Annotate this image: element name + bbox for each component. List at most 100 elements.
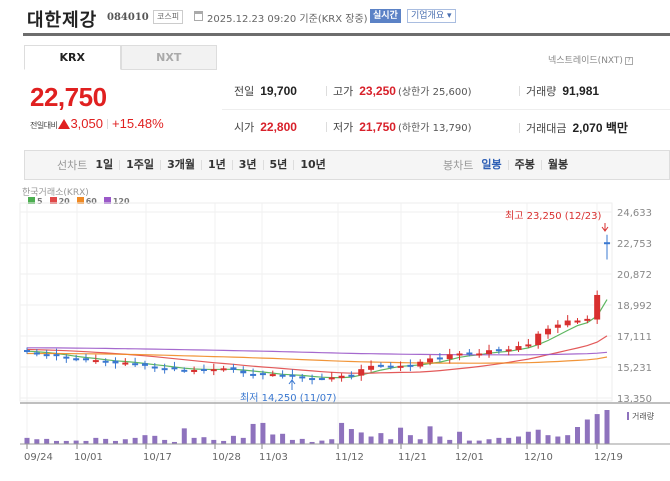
change-amount: 3,050 xyxy=(70,116,103,131)
help-icon[interactable]: ? xyxy=(624,56,633,65)
line-chart-label: 선차트 xyxy=(57,159,88,172)
legend-ma20: 20 xyxy=(49,197,70,206)
stat-value: 22,800 xyxy=(260,120,297,134)
candle-chart-label: 봉차트 xyxy=(443,159,474,172)
svg-text:15,231: 15,231 xyxy=(617,363,652,374)
chart-grid xyxy=(19,202,613,444)
stock-chart: 한국거래소(KRX) 5 20 60 120 24,633 22,753 20,87… xyxy=(0,180,670,481)
price-change: 전일대비 3,050 +15.48% xyxy=(30,116,164,131)
svg-text:12/10: 12/10 xyxy=(524,452,553,463)
stat-value: 19,700 xyxy=(260,84,297,98)
period-5y[interactable]: 5년 xyxy=(262,159,294,170)
period-3y[interactable]: 3년 xyxy=(231,159,263,170)
stat-value: 2,070 백만 xyxy=(572,121,628,135)
stats-row: 전일 19,700 고가 23,250 (상한가 25,600) 거래량 91,981 xyxy=(222,74,670,110)
svg-text:12/19: 12/19 xyxy=(594,452,623,463)
period-3m[interactable]: 3개월 xyxy=(160,159,201,170)
chart-source: 한국거래소(KRX) xyxy=(22,188,89,198)
stat-value: 21,750 xyxy=(359,120,396,134)
svg-text:09/24: 09/24 xyxy=(24,452,53,463)
chart-toolbar: 선차트 1일 1주일 3개월 1년 3년 5년 10년 봉차트 일봉 주봉 월봉 xyxy=(24,150,670,180)
stat-open: 시가 22,800 xyxy=(234,119,297,135)
svg-text:10/17: 10/17 xyxy=(143,452,172,463)
lower-limit: (하한가 13,790) xyxy=(397,123,472,134)
chart-axes: 24,633 22,753 20,872 18,992 17,111 15,231 13,3… xyxy=(20,208,670,463)
period-1y[interactable]: 1년 xyxy=(200,159,232,170)
legend-swatch xyxy=(103,197,111,204)
moving-average-lines xyxy=(26,299,608,379)
stock-code: 084010 xyxy=(107,12,149,23)
stat-high: 고가 23,250 (상한가 25,600) xyxy=(326,83,472,99)
svg-text:13,350: 13,350 xyxy=(617,394,652,405)
up-triangle-icon xyxy=(58,119,71,129)
stat-label: 거래대금 xyxy=(526,122,567,135)
realtime-button[interactable]: 실시간 xyxy=(370,9,401,23)
divider xyxy=(519,123,520,133)
market-badge: 코스피 xyxy=(153,10,184,24)
chart-canvas[interactable]: 24,633 22,753 20,872 18,992 17,111 15,231 13,3… xyxy=(0,180,670,481)
legend-ma60: 60 xyxy=(76,197,97,206)
stock-name: 대한제강 xyxy=(27,10,98,31)
legend-label: 5 xyxy=(37,197,43,206)
stat-label: 저가 xyxy=(333,121,354,134)
legend-label: 120 xyxy=(112,197,130,206)
stat-value: 23,250 xyxy=(359,84,396,98)
divider xyxy=(519,86,520,96)
svg-text:18,992: 18,992 xyxy=(617,301,652,312)
legend-ma120: 120 xyxy=(103,197,130,206)
svg-text:12/01: 12/01 xyxy=(455,452,484,463)
legend-label: 60 xyxy=(85,197,97,206)
candle-chart-periods: 봉차트 일봉 주봉 월봉 xyxy=(443,151,574,179)
svg-text:11/03: 11/03 xyxy=(259,452,288,463)
candle-daily[interactable]: 일봉 xyxy=(481,158,502,171)
candlesticks xyxy=(24,234,610,385)
legend-swatch xyxy=(76,197,84,204)
svg-text:22,753: 22,753 xyxy=(617,239,652,250)
svg-text:최저 14,250 (11/07): 최저 14,250 (11/07) xyxy=(240,392,336,404)
stat-low: 저가 21,750 (하한가 13,790) xyxy=(326,119,472,135)
tab-krx[interactable]: KRX xyxy=(24,45,121,70)
stat-label: 전일 xyxy=(234,85,255,98)
nxt-link-label: 넥스트레이드(NXT) xyxy=(548,56,623,66)
tab-nxt[interactable]: NXT xyxy=(120,45,217,70)
svg-text:17,111: 17,111 xyxy=(617,332,652,343)
calendar-icon xyxy=(194,11,203,21)
stat-label: 시가 xyxy=(234,121,255,134)
divider xyxy=(107,119,108,129)
header-divider xyxy=(23,33,670,36)
svg-text:10/28: 10/28 xyxy=(212,452,241,463)
period-1w[interactable]: 1주일 xyxy=(119,159,160,170)
svg-text:10/01: 10/01 xyxy=(74,452,103,463)
svg-text:11/21: 11/21 xyxy=(398,452,427,463)
volume-bars xyxy=(24,410,610,444)
legend-swatch xyxy=(28,197,35,204)
svg-text:20,872: 20,872 xyxy=(617,270,652,281)
ma-legend: 5 20 60 120 xyxy=(28,197,130,206)
line-chart-periods: 선차트 1일 1주일 3개월 1년 3년 5년 10년 xyxy=(57,151,332,179)
exchange-tabs: KRX NXT xyxy=(24,45,217,70)
quote-datetime: 2025.12.23 09:20 기준(KRX 장중) xyxy=(207,14,368,25)
period-10y[interactable]: 10년 xyxy=(293,159,331,170)
svg-text:11/12: 11/12 xyxy=(335,452,364,463)
stat-volume: 거래량 91,981 xyxy=(519,83,599,99)
change-label: 전일대비 xyxy=(30,121,58,130)
stock-header: 대한제강 084010 코스피 2025.12.23 09:20 기준(KRX … xyxy=(0,0,670,36)
candle-monthly[interactable]: 월봉 xyxy=(540,159,574,170)
stat-label: 고가 xyxy=(333,85,354,98)
svg-text:거래량: 거래량 xyxy=(632,411,655,421)
nxt-link[interactable]: 넥스트레이드(NXT)? xyxy=(548,53,633,66)
legend-swatch xyxy=(49,197,57,204)
candle-weekly[interactable]: 주봉 xyxy=(507,159,541,170)
legend-ma5: 5 xyxy=(28,197,43,206)
legend-label: 20 xyxy=(58,197,70,206)
divider xyxy=(326,86,327,96)
svg-text:최고 23,250 (12/23): 최고 23,250 (12/23) xyxy=(505,210,601,222)
stat-trade-value: 거래대금 2,070 백만 xyxy=(519,119,628,136)
change-percent: +15.48% xyxy=(112,116,164,131)
stats-table: 전일 19,700 고가 23,250 (상한가 25,600) 거래량 91,981 … xyxy=(222,74,670,146)
chart-annotations: 거래량 최고 23,250 (12/23) 최저 14,250 (11/07) xyxy=(240,210,655,421)
period-1d[interactable]: 1일 xyxy=(95,158,114,171)
upper-limit: (상한가 25,600) xyxy=(397,87,472,98)
company-overview-dropdown[interactable]: 기업개요 ▾ xyxy=(407,9,456,23)
stat-label: 거래량 xyxy=(526,85,557,98)
